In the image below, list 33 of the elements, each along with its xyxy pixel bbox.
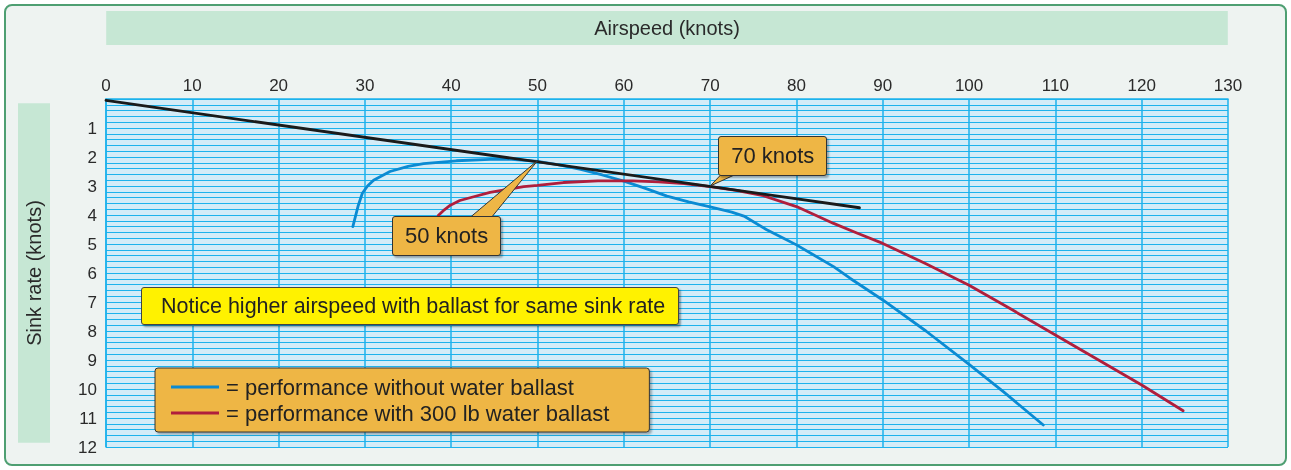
x-tick-label: 20 [269,76,289,95]
y-tick-label: 6 [87,263,97,283]
x-tick-label: 40 [441,76,461,95]
y-tick-label: 10 [78,379,97,399]
x-axis-title: Airspeed (knots) [594,17,740,39]
x-tick-label: 100 [954,76,984,95]
x-tick-label: 50 [528,76,547,95]
x-tick-label: 130 [1213,76,1243,95]
y-tick-label: 12 [78,437,97,457]
x-tick-label: 90 [873,76,893,95]
x-tick-label: 120 [1127,76,1156,95]
y-tick-label: 2 [87,147,97,167]
x-tick-label: 30 [355,76,375,95]
x-tick-label: 10 [182,76,202,95]
x-tick-label: 60 [614,76,634,95]
y-tick-label: 9 [87,350,97,370]
x-tick-label: 80 [787,76,806,95]
x-tick-label: 0 [101,76,111,95]
y-tick-label: 11 [79,408,97,428]
annotation: Notice higher airspeed with ballast for same sink rate [141,287,680,325]
annotation: 50 knots [392,216,502,256]
y-tick-label: 3 [87,176,97,196]
annotation: 70 knots [718,136,828,176]
y-axis-title: Sink rate (knots) [23,200,45,346]
x-tick-label: 70 [700,76,720,95]
legend-label: = performance with 300 lb water ballast [226,400,610,426]
x-tick-label: 110 [1041,76,1069,95]
y-tick-label: 5 [87,234,97,254]
y-tick-label: 4 [87,205,97,225]
y-tick-label: 8 [87,321,97,341]
legend-label: = performance without water ballast [226,374,574,400]
y-tick-label: 7 [87,292,97,312]
y-tick-label: 1 [87,118,97,138]
